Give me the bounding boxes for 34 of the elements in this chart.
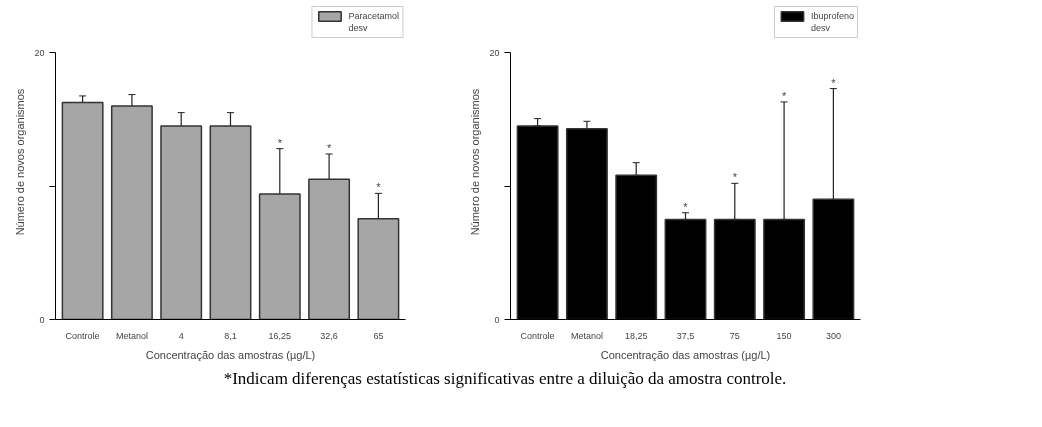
text: desv [810, 23, 831, 33]
y-axis-title: Número de novos organismos [14, 88, 27, 236]
annotation: * [277, 136, 283, 149]
x-tick-label: 18,25 [624, 330, 648, 341]
x-tick-label: 65 [373, 330, 384, 341]
y-tick-label: 0 [39, 314, 45, 325]
x-tick-label: 16,25 [268, 330, 292, 341]
x-tick-label: 32,6 [320, 330, 338, 341]
x-tick-label: Metanol [570, 330, 603, 341]
annotation: * [326, 141, 332, 154]
x-tick-label: 4 [178, 330, 184, 341]
x-axis-title: Concentração das amostras (µg/L) [600, 348, 771, 361]
y-tick-label: 0 [494, 314, 500, 325]
x-tick-label: 37,5 [676, 330, 695, 341]
annotation: * [781, 89, 787, 102]
y-tick-label: 20 [34, 47, 45, 58]
x-axis-title: Concentração das amostras (µg/L) [145, 348, 316, 361]
annotation: * [683, 200, 689, 213]
legend-label: Ibuprofeno [810, 11, 854, 21]
x-tick-label: 8,1 [224, 330, 237, 341]
annotation: * [376, 181, 382, 194]
x-tick-label: Metanol [115, 330, 148, 341]
x-tick-label: 300 [825, 330, 841, 341]
x-tick-label: Controle [520, 330, 555, 341]
x-tick-label: 75 [729, 330, 740, 341]
x-tick-label: 150 [776, 330, 792, 341]
x-tick-label: Controle [65, 330, 100, 341]
text: *Indicam diferenças estatísticas significativas entre a diluição da amostra controle. [223, 368, 787, 390]
annotation: * [732, 171, 738, 184]
annotation: * [831, 76, 837, 89]
y-axis-title: Número de novos organismos [469, 88, 482, 236]
legend-label: Paracetamol [348, 11, 399, 21]
text: desv [348, 23, 369, 33]
y-tick-label: 20 [489, 47, 500, 58]
